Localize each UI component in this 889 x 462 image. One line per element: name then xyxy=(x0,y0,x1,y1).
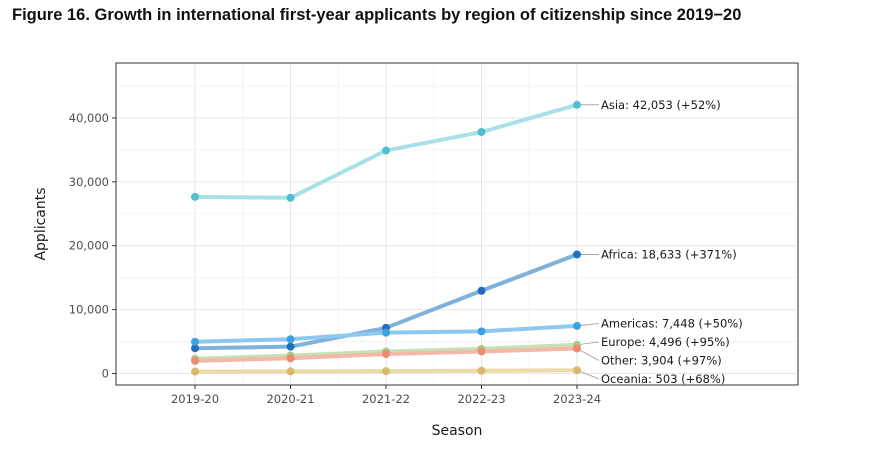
series-label-oceania: Oceania: 503 (+68%) xyxy=(601,372,725,386)
data-point-asia xyxy=(191,192,199,201)
data-point-americas xyxy=(573,321,581,330)
data-point-asia xyxy=(477,128,486,136)
data-point-africa xyxy=(191,344,199,353)
data-point-africa xyxy=(573,250,581,259)
figure-title: Figure 16. Growth in international first… xyxy=(12,6,742,24)
series-label-asia: Asia: 42,053 (+52%) xyxy=(601,98,721,112)
series-label-other: Other: 3,904 (+97%) xyxy=(601,354,722,368)
data-point-oceania xyxy=(191,367,199,376)
x-axis-ticks: 2019-20 2020-21 2021-22 2022-23 2023-24 xyxy=(171,385,601,406)
data-point-oceania xyxy=(573,366,581,375)
x-axis-label: Season xyxy=(432,423,483,439)
data-point-other xyxy=(191,356,199,365)
series-label-africa: Africa: 18,633 (+371%) xyxy=(601,247,737,261)
data-point-africa xyxy=(286,342,295,351)
y-tick-label: 0 xyxy=(102,367,109,381)
plot-border xyxy=(115,62,799,386)
data-point-americas xyxy=(382,328,390,337)
data-point-americas xyxy=(477,327,486,336)
leader-line-other xyxy=(576,348,600,361)
data-point-other xyxy=(382,350,390,359)
data-point-oceania xyxy=(477,366,486,375)
x-tick-label: 2021-22 xyxy=(362,392,410,406)
x-tick-label: 2022-23 xyxy=(457,392,505,406)
data-point-oceania xyxy=(286,367,295,376)
data-point-americas xyxy=(286,335,295,344)
y-tick-label: 10,000 xyxy=(69,303,109,317)
series-labels: Asia: 42,053 (+52%) Africa: 18,633 (+371%… xyxy=(601,98,743,386)
data-point-oceania xyxy=(382,367,390,376)
y-axis-label: Applicants xyxy=(33,187,49,260)
data-point-asia xyxy=(286,193,295,202)
data-point-other xyxy=(573,344,581,353)
data-point-asia xyxy=(382,146,390,155)
x-tick-label: 2020-21 xyxy=(266,392,314,406)
series-label-europe: Europe: 4,496 (+95%) xyxy=(601,335,730,349)
grid-lines xyxy=(116,63,798,385)
data-point-americas xyxy=(191,337,199,346)
series-points xyxy=(191,100,581,376)
data-point-other xyxy=(477,347,486,356)
data-point-africa xyxy=(477,286,486,295)
y-axis-ticks: 0 10,000 20,000 30,000 40,000 xyxy=(69,111,116,381)
series-label-americas: Americas: 7,448 (+50%) xyxy=(601,317,743,331)
x-tick-label: 2023-24 xyxy=(553,392,601,406)
data-point-other xyxy=(286,354,295,363)
data-point-asia xyxy=(573,100,581,109)
y-tick-label: 30,000 xyxy=(69,175,109,189)
y-tick-label: 20,000 xyxy=(69,239,109,253)
x-tick-label: 2019-20 xyxy=(171,392,219,406)
y-tick-label: 40,000 xyxy=(69,111,109,125)
